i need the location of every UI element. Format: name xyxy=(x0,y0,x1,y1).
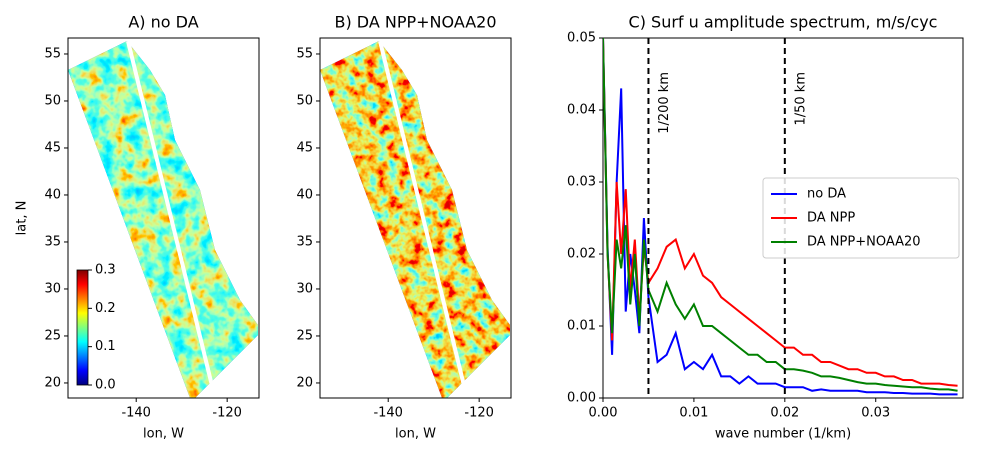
y-tick-label: 45 xyxy=(296,140,313,155)
axes-frame xyxy=(67,37,260,399)
axes-frame xyxy=(602,37,964,399)
y-tick-label: 25 xyxy=(44,328,61,343)
colorbar xyxy=(76,269,89,386)
track-line xyxy=(378,40,469,399)
y-tick-label: 45 xyxy=(44,140,61,155)
x-tick-label: -140 xyxy=(373,406,403,421)
colorbar-tick-label: 0.0 xyxy=(95,378,116,393)
y-tick-label: 30 xyxy=(44,281,61,296)
chart-title: B) DA NPP+NOAA20 xyxy=(334,13,496,32)
reference-label: 1/200 km xyxy=(657,72,672,134)
y-tick-label: 0.04 xyxy=(567,103,596,118)
y-tick-label: 20 xyxy=(44,375,61,390)
x-tick-label: 0.00 xyxy=(589,406,618,421)
series-line xyxy=(603,38,958,392)
reference-label: 1/50 km xyxy=(793,72,808,126)
x-tick-label: -120 xyxy=(212,406,242,421)
y-tick-label: 0.05 xyxy=(567,31,596,46)
x-tick-label: -120 xyxy=(464,406,494,421)
legend-box xyxy=(762,177,960,259)
colorbar-tick-label: 0.2 xyxy=(95,301,116,316)
axes-frame xyxy=(319,37,512,399)
y-axis-label: lat, N xyxy=(15,201,30,236)
chart-title: C) Surf u amplitude spectrum, m/s/cyc xyxy=(629,13,938,32)
track-line xyxy=(126,40,217,399)
y-tick-label: 0.02 xyxy=(567,247,596,262)
y-tick-label: 35 xyxy=(296,234,313,249)
series-line xyxy=(603,38,958,396)
y-tick-label: 50 xyxy=(44,93,61,108)
y-tick-label: 25 xyxy=(296,328,313,343)
y-tick-label: 40 xyxy=(44,187,61,202)
x-axis-label: lon, W xyxy=(395,427,436,442)
x-tick-label: 0.01 xyxy=(679,406,708,421)
x-axis-label: wave number (1/km) xyxy=(715,427,851,442)
y-tick-label: 40 xyxy=(296,187,313,202)
x-tick-label: -140 xyxy=(121,406,151,421)
y-tick-label: 55 xyxy=(44,46,61,61)
field-map xyxy=(320,41,510,398)
y-tick-label: 55 xyxy=(296,46,313,61)
y-tick-label: 0.03 xyxy=(567,175,596,190)
y-tick-label: 20 xyxy=(296,375,313,390)
y-tick-label: 0.01 xyxy=(567,319,596,334)
y-tick-label: 30 xyxy=(296,281,313,296)
y-tick-label: 50 xyxy=(296,93,313,108)
y-tick-label: 35 xyxy=(44,234,61,249)
chart-title: A) no DA xyxy=(128,13,198,32)
colorbar-tick-label: 0.3 xyxy=(95,263,116,278)
legend-label: DA NPP+NOAA20 xyxy=(807,235,921,250)
legend-label: DA NPP xyxy=(807,211,855,226)
x-tick-label: 0.03 xyxy=(861,406,890,421)
y-tick-label: 0.00 xyxy=(567,391,596,406)
x-axis-label: lon, W xyxy=(143,427,184,442)
x-tick-label: 0.02 xyxy=(770,406,799,421)
colorbar-tick-label: 0.1 xyxy=(95,339,116,354)
legend-label: no DA xyxy=(807,187,846,202)
